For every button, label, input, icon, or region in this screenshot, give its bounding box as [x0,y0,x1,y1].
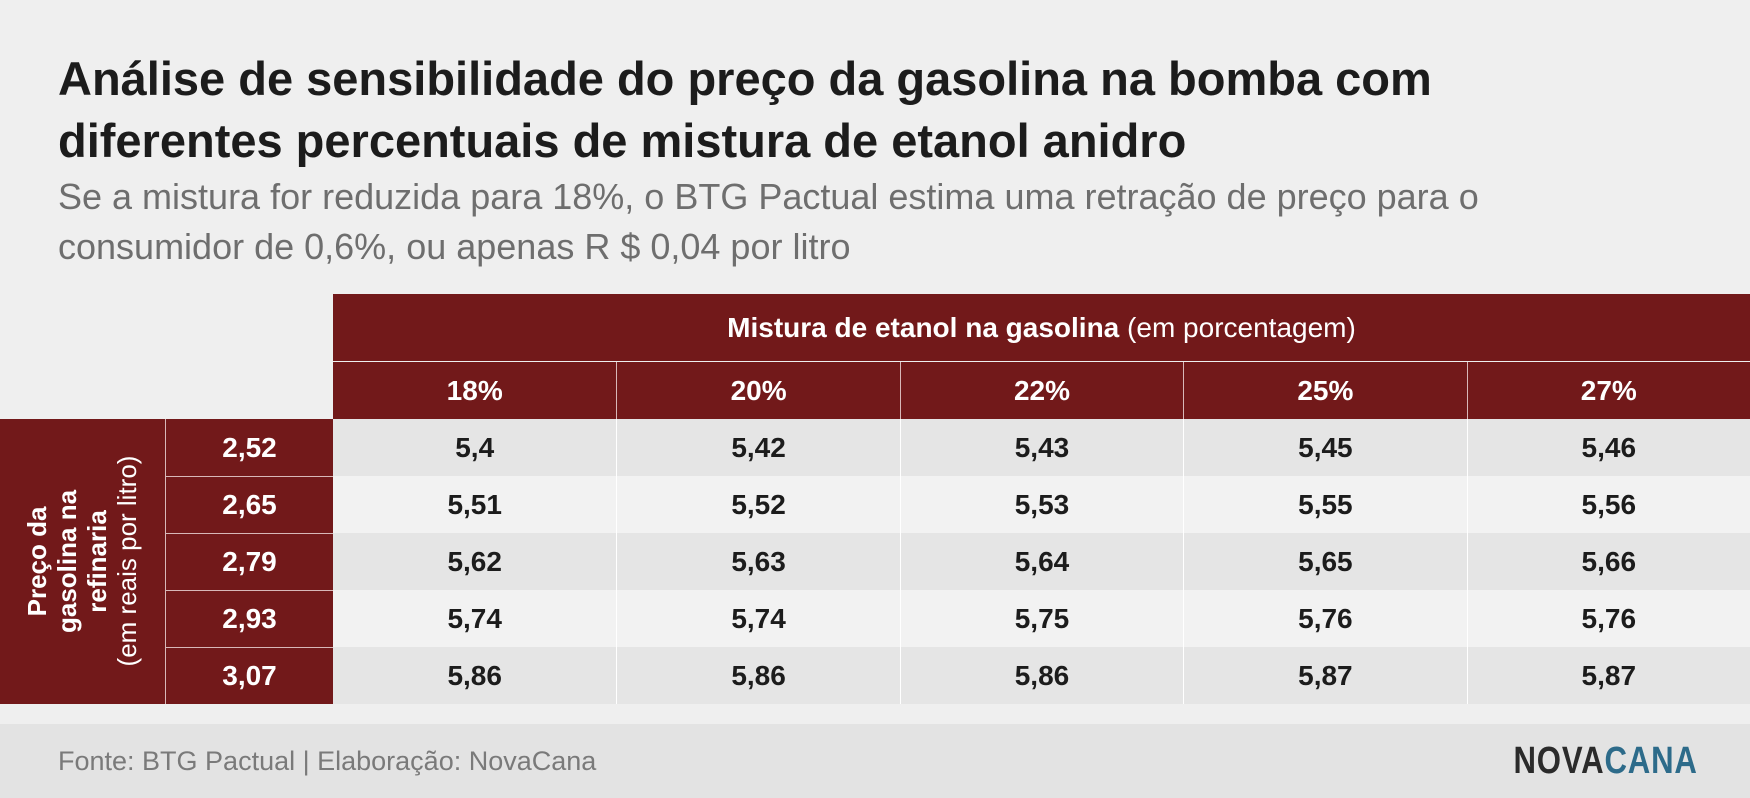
chart-title: Análise de sensibilidade do preço da gas… [58,52,1432,167]
table-cell: 5,87 [1466,647,1750,704]
row-header: 2,52 [165,419,333,476]
row-group-label-unit: (em reais por litro) [112,455,142,667]
logo-part-cana: CANA [1604,740,1698,782]
table-cell: 5,86 [899,647,1184,704]
column-header: 20% [616,362,900,419]
table-cell: 5,76 [1466,590,1750,647]
table-cell: 5,87 [1183,647,1467,704]
row-group-label-bold: Preço da gasolina na refinaria [22,489,112,633]
row-header: 2,79 [165,533,333,590]
table-cell: 5,86 [616,647,900,704]
row-header: 2,65 [165,476,333,533]
table-cell: 5,51 [333,476,617,533]
sensitivity-table: Mistura de etanol na gasolina (em porcen… [0,294,1750,704]
column-header: 22% [899,362,1184,419]
row-group-label: Preço da gasolina na refinaria (em reais… [22,456,142,667]
table-cell: 5,42 [616,419,900,476]
column-group-header-unit: (em porcentagem) [1119,311,1356,343]
table-cell: 5,86 [333,647,617,704]
table-cell: 5,76 [1183,590,1467,647]
column-header: 18% [333,362,617,419]
table-cell: 5,74 [333,590,617,647]
table-cell: 5,64 [899,533,1184,590]
row-header: 3,07 [165,647,333,704]
column-group-header-bold: Mistura de etanol na gasolina [727,311,1120,343]
table-cell: 5,52 [616,476,900,533]
table-cell: 5,45 [1183,419,1467,476]
table-cell: 5,65 [1183,533,1467,590]
table-cell: 5,53 [899,476,1184,533]
row-group-header: Preço da gasolina na refinaria (em reais… [0,419,165,704]
table-cell: 5,46 [1466,419,1750,476]
chart-subtitle: Se a mistura for reduzida para 18%, o BT… [58,176,1479,267]
table-cell: 5,75 [899,590,1184,647]
table-cell: 5,43 [899,419,1184,476]
table-cell: 5,55 [1183,476,1467,533]
footer: Fonte: BTG Pactual | Elaboração: NovaCan… [0,724,1750,798]
table-cell: 5,63 [616,533,900,590]
table-cell: 5,4 [333,419,617,476]
table-cell: 5,66 [1466,533,1750,590]
column-header: 25% [1183,362,1467,419]
logo-part-nova: NOVA [1513,740,1605,782]
novacana-logo: NOVACANA [1514,740,1698,783]
column-header: 27% [1466,362,1750,419]
row-header: 2,93 [165,590,333,647]
table-cell: 5,56 [1466,476,1750,533]
table-cell: 5,62 [333,533,617,590]
column-group-header: Mistura de etanol na gasolina (em porcen… [333,294,1750,361]
source-note: Fonte: BTG Pactual | Elaboração: NovaCan… [58,746,597,776]
table-cell: 5,74 [616,590,900,647]
